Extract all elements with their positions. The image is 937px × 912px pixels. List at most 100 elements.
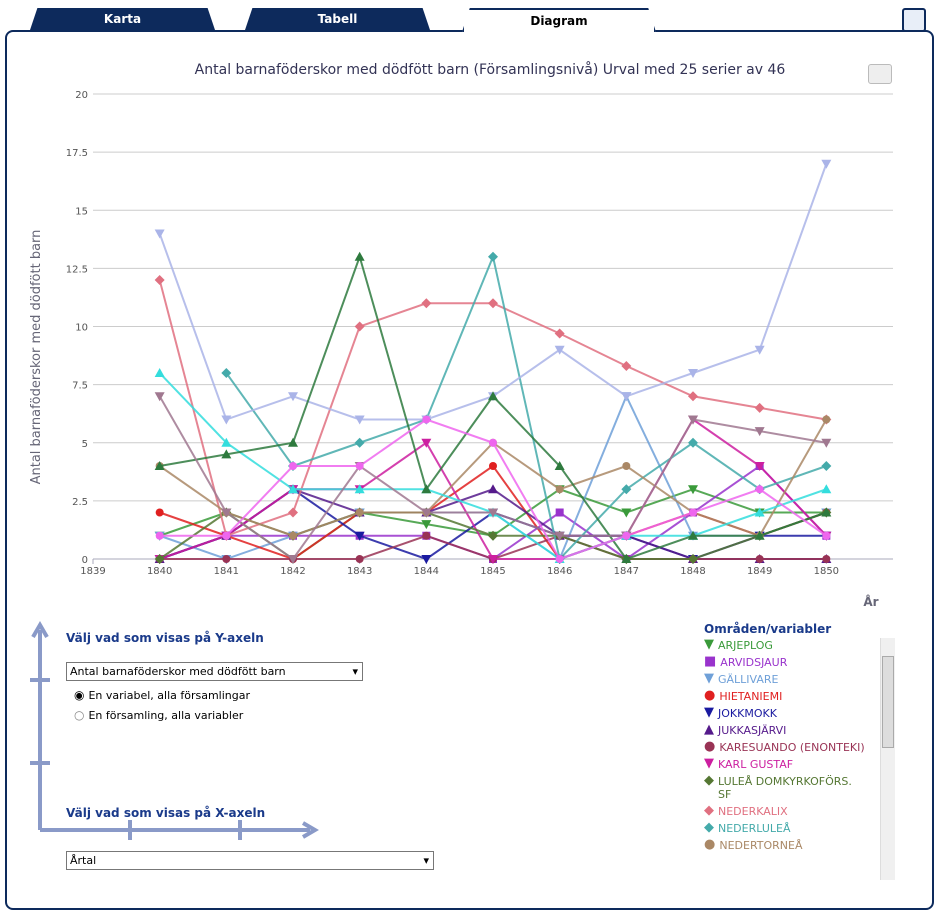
point: [154, 368, 165, 377]
legend-symbol: ◆: [704, 773, 714, 788]
point: [289, 462, 297, 470]
legend-symbol: ▲: [704, 722, 714, 737]
x-axis-label: År: [863, 594, 878, 609]
legend-item[interactable]: ▲ JUKKASJÄRVI: [700, 723, 880, 740]
point: [354, 484, 365, 494]
x-tick-label: 1845: [480, 566, 505, 577]
point: [821, 507, 832, 517]
y-tick-label: 12.5: [66, 264, 88, 275]
x-tick-label: 1842: [280, 566, 305, 577]
legend-label: KARESUANDO (ENONTEKI): [719, 741, 865, 754]
point: [822, 531, 831, 540]
legend-symbol: ▼: [704, 705, 714, 720]
radio[interactable]: ◉ En variabel, alla församlingar: [74, 688, 251, 702]
point: [288, 507, 298, 518]
point: [754, 427, 765, 437]
point: [355, 462, 364, 470]
y-tick-label: 20: [75, 90, 88, 101]
point: [688, 554, 698, 564]
point: [821, 461, 832, 471]
chart-title: Antal barnaföderskor med dödfött barn (F…: [195, 61, 786, 78]
point: [421, 555, 432, 564]
point: [154, 275, 165, 285]
point: [354, 415, 365, 425]
legend-item[interactable]: ◆ NEDERLULEÅ: [700, 821, 880, 838]
point: [421, 520, 432, 530]
x-tick-label: 1846: [547, 566, 572, 577]
x-tick-label: 1843: [347, 566, 372, 577]
legend-symbol: ●: [704, 837, 716, 852]
legend: ▼ ARJEPLOG ■ ARVIDSJAUR ▼ GÄLLIVARE ● HIETANIEM…: [700, 638, 880, 880]
legend-label: NEDERLULEÅ: [718, 822, 791, 835]
point: [421, 508, 432, 518]
point: [354, 437, 365, 448]
tab-active[interactable]: Diagram: [462, 8, 656, 32]
point: [554, 328, 565, 339]
point: [688, 485, 698, 495]
point: [354, 321, 365, 332]
point: [154, 392, 165, 402]
legend-symbol: ▼: [704, 756, 714, 771]
point: [488, 251, 498, 262]
point: [754, 530, 765, 540]
legend-item[interactable]: ◆ LULEÅ DOMKYRKOFÖRS. SF: [700, 774, 880, 804]
axis-decoration: [30, 621, 319, 840]
x-tick-label: 1839: [80, 566, 105, 577]
legend-item[interactable]: ▼ KARL GUSTAF: [700, 757, 880, 774]
legend-label: HIETANIEMI: [719, 690, 783, 703]
y-tick-label: 10: [75, 323, 88, 334]
point: [822, 555, 831, 563]
y-tick-label: 5: [82, 439, 88, 450]
point: [288, 484, 298, 494]
legend-label: NEDERKALIX: [718, 805, 788, 818]
legend-item[interactable]: ● NEDERTORNEÅ: [700, 838, 880, 855]
scroll-thumb[interactable]: [882, 656, 894, 748]
point: [555, 485, 564, 494]
point: [288, 555, 298, 564]
legend-item[interactable]: ◆ NEDERKALIX: [700, 804, 880, 821]
y-select[interactable]: Antal barnaföderskor med dödfött barn: [66, 662, 363, 681]
legend-item[interactable]: ▼ ARJEPLOG: [700, 638, 880, 655]
point: [355, 555, 364, 563]
point: [422, 531, 431, 540]
tab[interactable]: Karta: [30, 8, 215, 30]
fullscreen-button[interactable]: [902, 8, 926, 32]
point: [488, 508, 498, 518]
point: [822, 415, 831, 424]
scrollbar[interactable]: [880, 638, 895, 880]
point: [621, 484, 632, 495]
y-tick-label: 17.5: [66, 148, 88, 159]
point: [154, 554, 165, 564]
series-line: [159, 419, 828, 537]
legend-item[interactable]: ● KARESUANDO (ENONTEKI): [700, 740, 880, 757]
legend-item[interactable]: ● HIETANIEMI: [700, 689, 880, 706]
point: [154, 229, 165, 239]
point: [489, 438, 497, 447]
x-select[interactable]: Årtal: [66, 851, 434, 870]
point: [421, 484, 432, 494]
y-axis-label: Antal barnaföderskor med dödfött barn: [29, 230, 44, 485]
legend-item[interactable]: ■ ARVIDSJAUR: [700, 655, 880, 672]
legend-label: KARL GUSTAF: [718, 758, 794, 771]
point: [221, 368, 232, 378]
point: [821, 484, 832, 494]
x-tick-label: 1847: [614, 566, 639, 577]
point: [688, 415, 698, 425]
y-tick-label: 2.5: [72, 497, 88, 508]
point: [688, 437, 698, 448]
point: [555, 508, 564, 517]
legend-item[interactable]: ▼ JOKKMOKK: [700, 706, 880, 723]
y-tick-label: 15: [75, 206, 88, 217]
point: [221, 449, 232, 459]
radio-label: En variabel, alla församlingar: [88, 688, 251, 702]
point: [688, 530, 698, 540]
y-tick-label: 7.5: [72, 381, 88, 392]
radio[interactable]: ○ En församling, alla variabler: [74, 708, 244, 722]
x-tick-label: 1841: [214, 566, 239, 577]
legend-item[interactable]: ▼ GÄLLIVARE: [700, 672, 880, 689]
legend-label: ARVIDSJAUR: [720, 656, 788, 669]
tab[interactable]: Tabell: [245, 8, 430, 30]
point: [621, 392, 632, 402]
download-button[interactable]: [868, 64, 892, 84]
